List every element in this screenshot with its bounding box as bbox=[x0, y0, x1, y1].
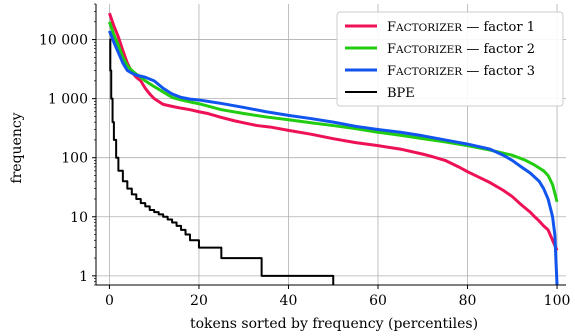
ticks: 0 20 40 60 80 100 1 10 100 1 000 10 000 bbox=[39, 3, 571, 309]
y-tick-label: 10 000 bbox=[39, 33, 88, 49]
x-tick-label: 0 bbox=[105, 293, 114, 309]
axes bbox=[95, 4, 566, 286]
y-tick-label: 1 bbox=[79, 269, 88, 285]
legend-box bbox=[336, 11, 564, 107]
x-tick-label: 80 bbox=[459, 293, 477, 309]
legend-label-3: FACTORIZER — factor 3 bbox=[387, 64, 535, 79]
y-tick-label: 100 bbox=[61, 151, 88, 167]
y-axis-label: frequency bbox=[9, 112, 25, 183]
x-tick-label: 20 bbox=[190, 293, 208, 309]
legend-label-2: FACTORIZER — factor 2 bbox=[387, 42, 535, 57]
series-line-1 bbox=[108, 12, 559, 251]
x-tick-label: 60 bbox=[369, 293, 387, 309]
series-line-4 bbox=[109, 38, 335, 285]
legend-label-1: FACTORIZER — factor 1 bbox=[387, 20, 535, 35]
legend: FACTORIZER — factor 1 FACTORIZER — factor… bbox=[336, 11, 564, 107]
series-line-3 bbox=[108, 30, 559, 286]
y-tick-label: 10 bbox=[70, 210, 88, 226]
x-tick-label: 100 bbox=[544, 293, 571, 309]
y-tick-label: 1 000 bbox=[48, 92, 88, 108]
x-tick-label: 40 bbox=[280, 293, 298, 309]
legend-label-4: BPE bbox=[387, 86, 415, 101]
series-lines bbox=[108, 12, 559, 286]
x-axis-label: tokens sorted by frequency (percentiles) bbox=[190, 316, 478, 332]
